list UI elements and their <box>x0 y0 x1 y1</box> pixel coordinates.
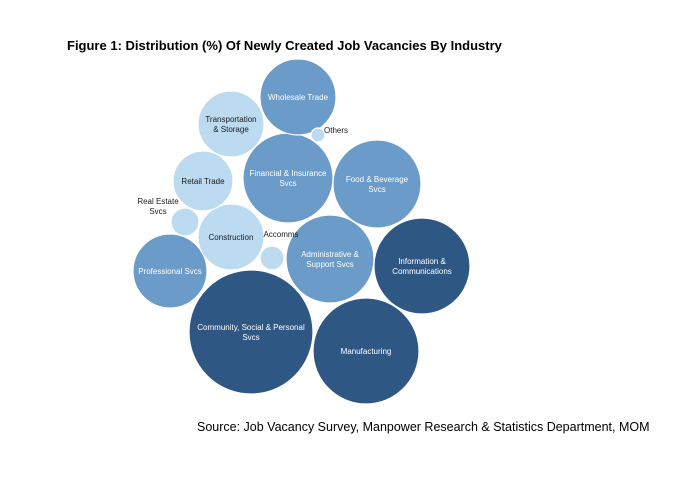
bubble-accomms <box>259 245 285 271</box>
bubble-label-others: Others <box>324 126 348 135</box>
bubble-label-financial-and-insurance-svcs: Financial & Insurance Svcs <box>250 169 327 188</box>
bubble-label-line: Construction <box>209 233 254 242</box>
bubble-label-line: Others <box>324 126 348 135</box>
bubble-label-community-social-and-personal-svcs: Community, Social & Personal Svcs <box>197 323 305 342</box>
bubble-label-line: Food & Beverage <box>346 175 409 184</box>
bubble-professional-svcs <box>132 233 208 309</box>
bubble-label-retail-trade: Retail Trade <box>181 177 225 186</box>
bubble-label-administrative-and-support-svcs: Administrative & Support Svcs <box>301 250 359 269</box>
bubble-label-professional-svcs: Professional Svcs <box>138 267 202 276</box>
bubble-label-line: Svcs <box>149 207 166 216</box>
bubble-label-line: Support Svcs <box>306 260 354 269</box>
bubble-label-information-and-communications: Information & Communications <box>392 257 452 276</box>
bubble-label-line: Information & <box>398 257 446 266</box>
bubble-wholesale-trade <box>259 58 337 136</box>
bubble-label-transportation-and-storage: Transportation & Storage <box>205 115 256 134</box>
bubble-community-social-and-personal-svcs <box>188 269 314 395</box>
bubble-label-line: Communications <box>392 267 452 276</box>
bubble-label-real-estate-svcs: Real Estate Svcs <box>137 197 179 216</box>
bubble-food-and-beverage-svcs <box>332 139 422 229</box>
bubble-label-line: Community, Social & Personal <box>197 323 305 332</box>
bubble-label-line: Financial & Insurance <box>250 169 327 178</box>
bubble-administrative-and-support-svcs <box>285 214 375 304</box>
bubble-label-line: Accomms <box>263 230 298 239</box>
bubble-manufacturing <box>312 297 420 405</box>
bubble-real-estate-svcs <box>170 207 200 237</box>
bubble-transportation-and-storage <box>197 90 265 158</box>
bubble-label-food-and-beverage-svcs: Food & Beverage Svcs <box>346 175 409 194</box>
bubble-label-line: Retail Trade <box>181 177 225 186</box>
bubble-construction <box>197 203 265 271</box>
bubble-retail-trade <box>172 150 234 212</box>
source-note: Source: Job Vacancy Survey, Manpower Res… <box>197 420 650 434</box>
bubble-label-line: Transportation <box>205 115 256 124</box>
bubble-label-line: Manufacturing <box>341 347 392 356</box>
bubble-label-accomms: Accomms <box>263 230 298 239</box>
figure-title: Figure 1: Distribution (%) Of Newly Crea… <box>67 38 502 53</box>
bubble-label-line: Wholesale Trade <box>268 93 329 102</box>
bubble-label-construction: Construction <box>209 233 254 242</box>
bubble-label-line: Professional Svcs <box>138 267 202 276</box>
bubble-label-line: & Storage <box>213 125 249 134</box>
bubble-label-line: Svcs <box>242 333 259 342</box>
bubble-label-line: Svcs <box>368 185 385 194</box>
bubble-others <box>310 127 326 143</box>
bubble-label-wholesale-trade: Wholesale Trade <box>268 93 329 102</box>
bubble-label-line: Administrative & <box>301 250 359 259</box>
bubble-label-line: Real Estate <box>137 197 179 206</box>
bubble-label-manufacturing: Manufacturing <box>341 347 392 356</box>
bubble-label-line: Svcs <box>279 179 296 188</box>
